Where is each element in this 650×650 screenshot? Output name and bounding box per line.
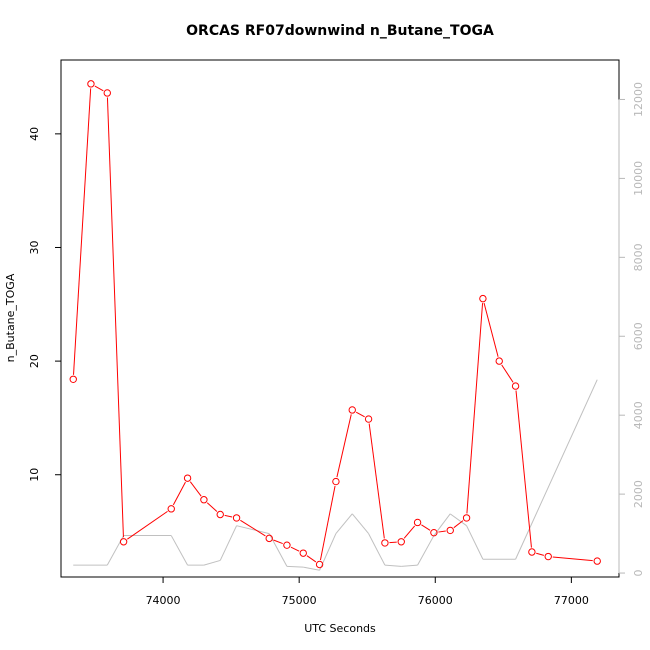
data-point <box>283 541 291 549</box>
y-tick-label: 30 <box>28 240 41 254</box>
red-line-segment <box>421 524 431 531</box>
gray-line-segment <box>335 513 353 534</box>
gray-line-segment <box>515 379 598 560</box>
data-point <box>87 80 95 88</box>
y2-tick-label: 4000 <box>632 401 645 429</box>
red-line-segment <box>536 552 545 556</box>
data-point <box>511 382 520 390</box>
red-line-segment <box>189 481 202 497</box>
series-gray <box>73 379 598 571</box>
red-line-segment <box>501 364 514 383</box>
gray-line-segment <box>417 535 435 566</box>
red-line-segment <box>552 556 593 562</box>
data-point <box>430 528 438 537</box>
y-axis: 10 20 30 40 <box>28 127 62 482</box>
data-point <box>495 357 503 365</box>
x-tick-label: 74000 <box>146 594 181 607</box>
red-line-segment <box>224 514 233 518</box>
gray-line-segment <box>466 525 484 560</box>
data-point <box>216 510 224 519</box>
data-point <box>446 526 454 535</box>
red-line-segment <box>127 510 168 540</box>
red-line-segment <box>438 530 446 533</box>
gray-line-segment <box>303 566 320 571</box>
red-line-segment <box>240 519 266 537</box>
x-tick-label: 75000 <box>282 594 317 607</box>
red-line-segment <box>172 481 186 506</box>
y-tick-label: 20 <box>28 354 41 368</box>
data-point <box>528 548 536 556</box>
data-point <box>462 514 471 522</box>
red-line-segment <box>273 539 283 545</box>
data-point <box>167 505 175 513</box>
data-point <box>479 294 487 303</box>
red-line-segment <box>336 414 352 478</box>
red-line-segment <box>483 302 499 357</box>
data-point <box>397 538 405 546</box>
data-point <box>183 474 192 482</box>
red-line-segment <box>306 555 317 563</box>
red-line-segment <box>389 541 397 544</box>
y2-tick-label: 10000 <box>632 161 645 196</box>
gray-line-segment <box>268 533 288 567</box>
red-line-segment <box>290 546 300 552</box>
data-point <box>332 477 340 486</box>
data-point <box>544 552 552 561</box>
y-tick-label: 10 <box>28 468 41 482</box>
x-tick-label: 77000 <box>554 594 589 607</box>
gray-line-segment <box>236 525 270 535</box>
red-line-segment <box>206 502 218 512</box>
y-axis-label: n_Butane_TOGA <box>4 273 17 362</box>
data-point <box>299 549 307 557</box>
gray-line-segment <box>401 564 418 567</box>
x-axis: 74000 75000 76000 77000 <box>146 576 589 607</box>
red-line-segment <box>319 485 336 561</box>
red-line-segment <box>355 411 365 418</box>
series-red <box>69 80 601 569</box>
data-point <box>119 538 128 546</box>
y2-tick-label: 2000 <box>632 480 645 508</box>
data-point <box>413 518 422 527</box>
gray-line-segment <box>170 535 189 566</box>
chart-title: ORCAS RF07downwind n_Butane_TOGA <box>186 23 494 39</box>
gray-line-segment <box>351 513 369 534</box>
gray-line-segment <box>449 513 467 527</box>
data-point <box>232 514 241 522</box>
data-point <box>593 557 601 565</box>
x-axis-label: UTC Seconds <box>304 622 376 635</box>
gray-line-segment <box>286 565 304 568</box>
data-point <box>69 375 77 383</box>
gray-line-segment <box>384 564 402 567</box>
data-point <box>381 539 389 547</box>
y2-tick-label: 6000 <box>632 322 645 350</box>
data-point <box>265 534 273 543</box>
y2-axis: 0 2000 4000 6000 8000 10000 12000 <box>618 82 645 577</box>
x-tick-label: 76000 <box>418 594 453 607</box>
red-line-segment <box>368 423 385 539</box>
data-point <box>103 89 111 97</box>
y2-tick-label: 8000 <box>632 243 645 271</box>
red-line-segment <box>73 88 92 375</box>
y2-tick-label: 0 <box>632 570 645 577</box>
plot-frame <box>60 59 620 578</box>
red-line-segment <box>403 525 416 539</box>
data-point <box>364 415 373 423</box>
y2-tick-label: 12000 <box>632 82 645 117</box>
gray-line-segment <box>203 559 221 566</box>
red-line-segment <box>466 303 484 514</box>
red-line-segment <box>515 390 532 548</box>
y-tick-label: 40 <box>28 127 41 141</box>
data-point <box>348 406 356 414</box>
red-line-segment <box>453 520 464 529</box>
data-point <box>200 496 208 504</box>
red-line-segment <box>94 85 104 92</box>
gray-line-segment <box>368 533 386 566</box>
red-line-segment <box>106 97 124 538</box>
gray-line-segment <box>219 525 238 561</box>
data-point <box>315 560 324 569</box>
